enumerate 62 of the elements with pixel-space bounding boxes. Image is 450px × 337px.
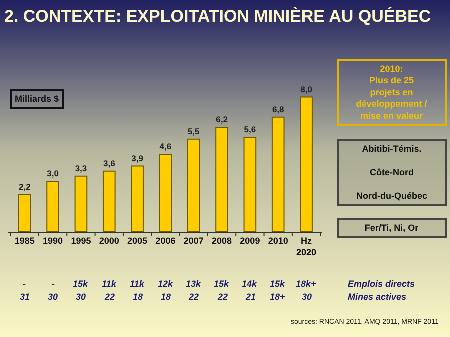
text: 12k bbox=[158, 279, 174, 289]
bar bbox=[102, 170, 116, 232]
data-label: 5,6 bbox=[244, 124, 256, 135]
text: 21 bbox=[245, 292, 256, 302]
bar bbox=[159, 154, 172, 232]
text: - bbox=[23, 279, 26, 289]
text: 22 bbox=[188, 292, 200, 302]
text: 30 bbox=[76, 292, 86, 302]
text: Mines actives bbox=[348, 292, 407, 302]
x-tick-label: 2006 bbox=[156, 236, 176, 246]
bar bbox=[272, 116, 285, 232]
text: 2010: Plus de 25 projets en développement / mise en valeur bbox=[356, 64, 428, 121]
text: 31 bbox=[20, 292, 30, 302]
x-tick-label: 1985 bbox=[14, 236, 35, 246]
text: Fer/Ti, Ni, Or bbox=[364, 223, 420, 233]
data-label: 6,2 bbox=[216, 114, 228, 125]
text: 18k+ bbox=[296, 279, 318, 289]
bar bbox=[74, 176, 88, 232]
data-label: 3,0 bbox=[47, 168, 60, 179]
x-tick-label: 2007 bbox=[184, 236, 204, 246]
text: Abitibi-Témis. Côte-Nord Nord-du-Québec bbox=[356, 144, 428, 201]
text: 11k bbox=[130, 279, 146, 289]
text: 11k bbox=[102, 279, 118, 289]
x-tick-label: 2009 bbox=[240, 236, 260, 246]
bar bbox=[46, 180, 60, 232]
data-label: 2,2 bbox=[18, 182, 32, 192]
text: 15k bbox=[214, 279, 230, 289]
text: 18+ bbox=[270, 292, 286, 302]
bar bbox=[18, 194, 32, 232]
x-tick-label: 2008 bbox=[212, 236, 232, 246]
data-label: 3,3 bbox=[75, 164, 88, 174]
x-tick-label: 2000 bbox=[99, 236, 120, 246]
x-tick-label: 2010 bbox=[268, 236, 288, 246]
text: 30 bbox=[302, 292, 312, 302]
text: 14k bbox=[242, 279, 258, 289]
text: 15k bbox=[270, 279, 286, 289]
data-label: 4,6 bbox=[160, 142, 172, 152]
text: Emplois directs bbox=[348, 279, 416, 289]
x-tick-label: 1990 bbox=[43, 236, 64, 246]
y-axis-title: Milliards $ bbox=[15, 94, 60, 104]
x-tick-label: 2005 bbox=[128, 236, 148, 246]
text: 18 bbox=[161, 292, 172, 302]
bar bbox=[216, 127, 228, 232]
x-tick-label: Hz 2020 bbox=[296, 236, 317, 258]
text: 15k bbox=[73, 279, 90, 289]
text: 18 bbox=[133, 292, 144, 302]
text: 30 bbox=[48, 292, 58, 302]
x-tick-label: 1995 bbox=[71, 236, 92, 246]
chart-title: 2. CONTEXTE: EXPLOITATION MINIÈRE AU QUÉBEC bbox=[4, 6, 432, 26]
data-label: 3,6 bbox=[103, 158, 116, 168]
data-label: 5,5 bbox=[188, 126, 200, 136]
text: 22 bbox=[217, 292, 228, 302]
data-label: 6,8 bbox=[272, 104, 285, 115]
bar bbox=[300, 96, 313, 232]
text: 13k bbox=[186, 279, 202, 289]
text: 22 bbox=[104, 292, 116, 302]
bar bbox=[187, 138, 200, 232]
data-label: 3,9 bbox=[132, 153, 144, 164]
bar bbox=[131, 166, 144, 232]
text: - bbox=[52, 279, 55, 289]
data-label: 8,0 bbox=[300, 84, 313, 94]
bar bbox=[244, 137, 257, 232]
